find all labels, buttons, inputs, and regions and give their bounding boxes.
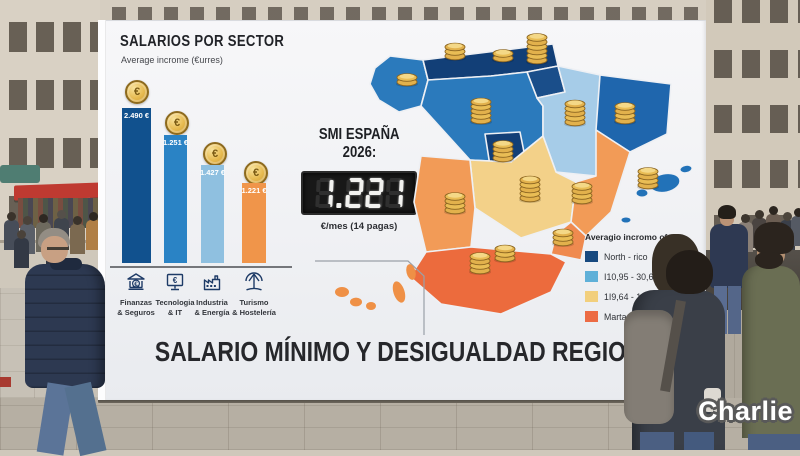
crowd-person-head xyxy=(769,206,778,215)
crowd-person-head xyxy=(23,216,32,225)
olive-man-hair xyxy=(754,222,794,254)
bar-chart-title: SALARIOS POR SECTOR xyxy=(120,33,285,50)
bar-tecnologia: 1.251 € xyxy=(162,135,189,263)
bar-value-label: 2.490 € xyxy=(123,111,150,120)
crowd-person-head xyxy=(755,210,764,219)
coin-stack xyxy=(444,192,466,215)
bar-industria: 1.427 € xyxy=(199,165,226,263)
pedestrian-left-glasses xyxy=(47,247,69,250)
coin-stack xyxy=(564,99,586,127)
map-legend-title: Averagio incromo of xyxy=(585,232,668,242)
backpack-man-jeans xyxy=(684,432,714,450)
euro-coin-icon: € xyxy=(203,142,227,166)
legend-swatch xyxy=(585,271,598,282)
bar-chart-subtitle: Average incrome (€urres) xyxy=(121,55,223,65)
euro-coin-icon: € xyxy=(244,161,268,185)
crowd-person-head xyxy=(794,208,800,217)
coin-stack xyxy=(492,140,514,163)
crowd-person-head xyxy=(73,216,82,225)
svg-text:€: € xyxy=(134,281,138,288)
sector-label-tecnologia: Tecnologia & IT xyxy=(155,298,195,317)
backpack-man-jeans xyxy=(640,432,674,450)
svg-text:€: € xyxy=(173,276,178,285)
euro-coin-icon: € xyxy=(125,80,149,104)
bar-value-label: 1.221 € xyxy=(241,186,267,195)
region-extremadura xyxy=(413,155,476,253)
legend-item: North - rico xyxy=(585,251,725,262)
bar-finanzas: 2.490 € xyxy=(122,108,151,263)
market-stall-roof xyxy=(0,165,40,183)
bystander-navy-hair xyxy=(718,205,736,219)
billboard-headline: SALARIO MÍNIMO Y DESIGUALDAD REGIONAL xyxy=(154,336,674,367)
crowd-person-head xyxy=(783,212,792,221)
euro-coin-icon: € xyxy=(165,111,189,135)
sector-label-industria: Industria & Energía xyxy=(194,298,230,317)
legend-item: I10,95 - 30,69 xyxy=(585,271,725,282)
crowd-person-head xyxy=(89,212,98,221)
spain-map xyxy=(315,33,693,335)
bar-value-label: 1.251 € xyxy=(162,138,189,147)
coin-stack xyxy=(571,182,593,205)
sector-label-finanzas: Finanzas & Seguros xyxy=(117,298,155,317)
umbrella-icon xyxy=(245,272,263,291)
coin-stacks xyxy=(396,33,659,275)
billboard: SALARIOS POR SECTOR Average incrome (€ur… xyxy=(98,20,706,400)
bar-turismo: 1.221 € xyxy=(241,183,267,263)
coin-stack xyxy=(444,42,466,61)
watermark: Charlie xyxy=(698,396,794,426)
crowd-person-body xyxy=(791,216,800,246)
coin-stack xyxy=(519,175,541,203)
olive-man-beard xyxy=(755,252,783,269)
bar-value-label: 1.427 € xyxy=(199,168,226,177)
legend-item: Marta - s xyxy=(585,311,725,322)
crowd-person-body xyxy=(14,238,29,268)
coin-stack xyxy=(614,102,636,125)
backpack-man-hair xyxy=(666,250,713,294)
pedestrian-left-face xyxy=(41,236,68,263)
crowd-person-head xyxy=(39,214,48,223)
backpack-man-shirt xyxy=(704,388,721,412)
pedestrian-left-jacket xyxy=(25,264,105,388)
olive-man-jeans xyxy=(748,434,800,450)
red-street-object xyxy=(0,377,11,387)
legend-swatch xyxy=(585,311,598,322)
coin-stack xyxy=(494,244,516,263)
legend-item: 1I9,64 - 1 1 xyxy=(585,291,725,302)
legend-swatch xyxy=(585,251,598,262)
sector-label-turismo: Turismo & Hostelería xyxy=(232,298,276,317)
building-top-strip xyxy=(100,0,706,22)
smi-caption: €/mes (14 pagas) xyxy=(320,220,398,232)
legend-swatch xyxy=(585,291,598,302)
coin-stack xyxy=(637,167,659,190)
coin-stack xyxy=(552,228,574,247)
crowd-person-head xyxy=(17,230,26,239)
bank-icon: € xyxy=(127,273,145,290)
coin-stack xyxy=(469,252,491,275)
coin-stack xyxy=(526,33,548,65)
crowd-person-head xyxy=(7,212,16,221)
crowd-person-body xyxy=(70,224,85,254)
bystander-navy-jacket xyxy=(710,224,748,288)
smi-title: SMI ESPAÑA 2026: xyxy=(318,126,400,162)
factory-icon xyxy=(203,275,221,291)
bar-chart-axis xyxy=(110,266,292,268)
coin-stack xyxy=(396,73,418,87)
coin-stack xyxy=(470,97,492,125)
monitor-euro-icon: € xyxy=(166,273,184,291)
crowd-person-head xyxy=(741,214,750,223)
canary-inset xyxy=(315,260,425,335)
olive-man-jacket xyxy=(742,266,800,438)
coin-stack xyxy=(492,49,514,63)
map-legend: Averagio incromo of North - rico I10,95 … xyxy=(585,232,725,322)
bystander-navy-leg xyxy=(728,286,741,334)
crowd-person-head xyxy=(57,210,66,219)
balearic-islands xyxy=(620,164,693,224)
crowd-person-body xyxy=(86,220,101,250)
